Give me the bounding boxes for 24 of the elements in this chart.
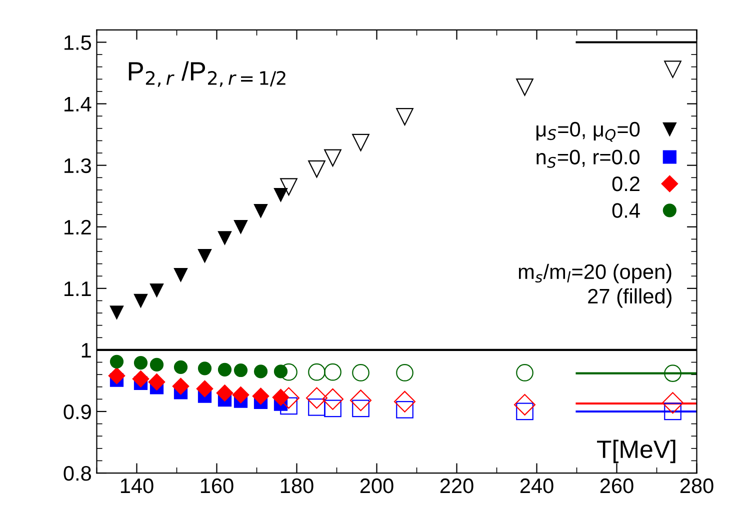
y-tick-label: 1.3 bbox=[64, 158, 91, 174]
x-tick-label: 260 bbox=[600, 478, 634, 494]
annotation: 27 (filled) bbox=[588, 288, 672, 308]
y-tick-label: 1 bbox=[82, 343, 91, 358]
x-tick-label: 220 bbox=[440, 478, 474, 494]
x-tick-label: 200 bbox=[360, 478, 394, 494]
legend-label: 0.4 bbox=[612, 203, 640, 218]
y-tick-label: 0.9 bbox=[64, 404, 91, 420]
x-axis-title: T[MeV] bbox=[597, 440, 676, 464]
legend-label: n$_{S}$=0, r=0.0 bbox=[536, 150, 640, 168]
annotation: P$_{2,r}$ /P$_{2,r=1/2}$ bbox=[128, 61, 286, 87]
x-tick-label: 240 bbox=[520, 478, 554, 494]
annotation: m$_{s}$/m$_{l}$=20 (open) bbox=[518, 264, 672, 284]
y-tick-label: 1.2 bbox=[64, 220, 91, 234]
legend-label: 0.2 bbox=[612, 176, 640, 192]
x-tick-label: 140 bbox=[120, 478, 154, 494]
y-tick-label: 1.5 bbox=[64, 35, 92, 50]
x-tick-label: 180 bbox=[280, 478, 314, 494]
y-tick-label: 1.1 bbox=[64, 282, 91, 296]
y-tick-label: 1.4 bbox=[64, 96, 92, 112]
legend-label: μ$_{S}$=0, μ$_{Q}$=0 bbox=[536, 122, 640, 142]
y-tick-label: 0.8 bbox=[64, 466, 91, 481]
x-tick-label: 280 bbox=[680, 478, 714, 494]
x-tick-label: 160 bbox=[200, 478, 234, 494]
